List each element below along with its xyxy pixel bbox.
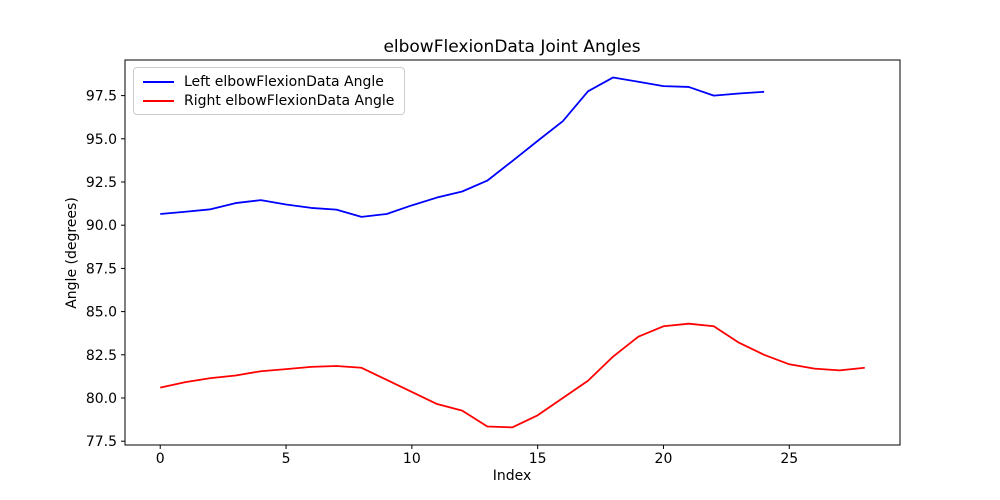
y-tick-label: 95.0	[86, 132, 117, 148]
legend: Left elbowFlexionData Angle Right elbowF…	[133, 67, 406, 115]
series-line-left	[160, 76, 765, 218]
x-axis-label: Index	[493, 468, 532, 484]
y-tick-label: 77.5	[86, 434, 117, 450]
x-tick-label: 15	[529, 451, 547, 467]
x-tick-label: 25	[780, 451, 798, 467]
legend-line-sample-red	[143, 99, 174, 102]
plot-area: 0 5 10 15 20 25 77.5 80.0 82.5 85.0 87.5 90.0 92.5 95…	[86, 59, 901, 467]
y-tick-label: 92.5	[86, 175, 117, 191]
y-tick-label: 85.0	[86, 305, 117, 321]
legend-entry-left: Left elbowFlexionData Angle	[143, 72, 394, 91]
y-tick-label: 87.5	[86, 261, 117, 277]
series-line-right	[160, 322, 865, 429]
chart-title: elbowFlexionData Joint Angles	[383, 37, 640, 57]
y-axis-label: Angle (degrees)	[64, 197, 80, 309]
x-tick-label: 5	[282, 451, 291, 467]
legend-label-right: Right elbowFlexionData Angle	[184, 92, 395, 109]
legend-line-sample-blue	[143, 80, 174, 83]
y-tick-label: 97.5	[86, 89, 117, 105]
axes-frame	[124, 59, 901, 446]
y-tick-label: 82.5	[86, 348, 117, 364]
y-tick-label: 80.0	[86, 391, 117, 407]
x-tick-label: 0	[156, 451, 165, 467]
legend-label-left: Left elbowFlexionData Angle	[184, 73, 384, 90]
x-tick-label: 20	[655, 451, 673, 467]
legend-entry-right: Right elbowFlexionData Angle	[143, 91, 394, 110]
y-tick-label: 90.0	[86, 218, 117, 234]
x-tick-label: 10	[403, 451, 421, 467]
